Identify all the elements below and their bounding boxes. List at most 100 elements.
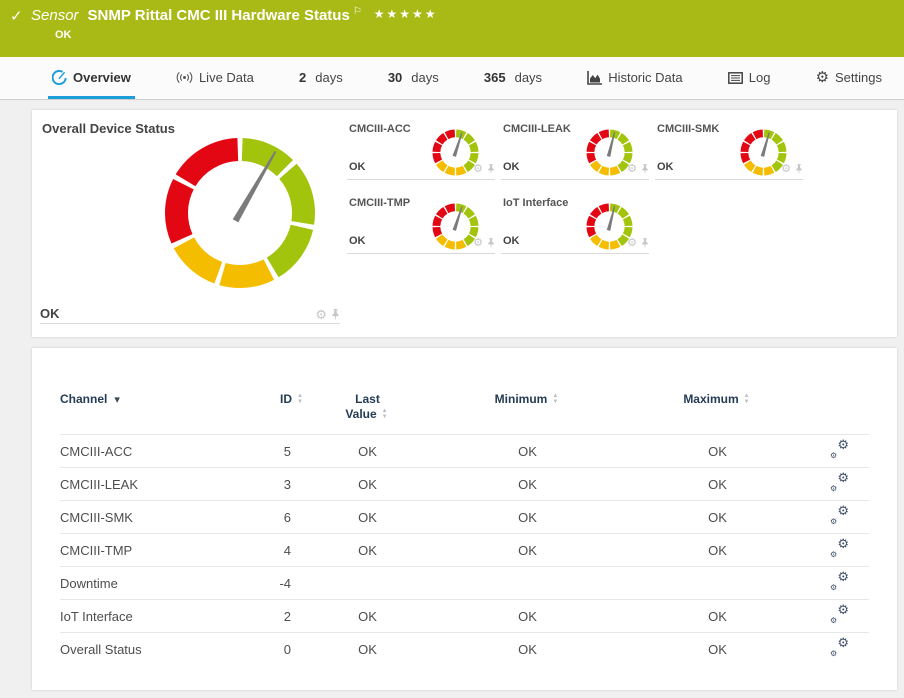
mini-gauge-title: IoT Interface (503, 197, 569, 209)
channel-name: CMCIII-TMP (60, 533, 230, 567)
table-row: Downtime -4 ⚙ ⚙ (60, 566, 869, 600)
settings-gear-icon: ⚙ (815, 69, 830, 86)
gauge-settings-gear-icon[interactable]: ⚙ (473, 163, 483, 175)
status-check-icon: ✓ (10, 8, 23, 25)
channel-maximum: OK (625, 599, 810, 633)
tab-30-days[interactable]: 30 days (387, 70, 439, 85)
column-header-minimum[interactable]: Minimum (430, 348, 625, 435)
priority-stars[interactable]: ★★★★★ (373, 7, 438, 21)
channel-minimum: OK (430, 434, 625, 468)
column-header-last-value[interactable]: Last Value (305, 348, 430, 435)
channel-gauge (586, 129, 633, 176)
sensor-header: ✓ Sensor SNMP Rittal CMC III Hardware Sta… (0, 0, 904, 57)
channel-settings-gears-icon[interactable]: ⚙ ⚙ (830, 437, 849, 460)
channel-settings-gears-icon[interactable]: ⚙ ⚙ (830, 569, 849, 592)
channel-minimum: OK (430, 632, 625, 666)
channel-minimum: OK (430, 467, 625, 501)
channel-settings-gears-icon[interactable]: ⚙ ⚙ (830, 635, 849, 659)
channel-settings-gears-icon[interactable]: ⚙ ⚙ (830, 470, 849, 493)
mini-gauge-panel-cmciii-leak: CMCIII-LEAK OK ⚙ (501, 118, 649, 180)
sort-icon (744, 393, 752, 405)
pin-icon[interactable] (641, 164, 649, 175)
page-content: Overall Device Status OK ⚙ CMCIII-ACC OK… (0, 100, 904, 690)
channel-maximum: OK (625, 632, 810, 666)
mini-gauge-status: OK (657, 161, 674, 173)
gauge-settings-gear-icon[interactable]: ⚙ (315, 307, 327, 322)
mini-gauge-status: OK (503, 235, 520, 247)
sensor-status-badge: OK (55, 29, 72, 41)
channel-last-value: OK (305, 599, 430, 633)
overall-status-gauge (163, 136, 317, 290)
channel-minimum (430, 566, 625, 600)
pin-icon[interactable] (487, 164, 495, 175)
channel-maximum: OK (625, 500, 810, 534)
tab-historic-data[interactable]: Historic Data (583, 57, 686, 99)
pin-icon[interactable] (331, 308, 340, 321)
channel-id: 5 (230, 434, 305, 468)
pin-icon[interactable] (641, 238, 649, 249)
column-header-id[interactable]: ID (230, 348, 305, 435)
channel-minimum: OK (430, 500, 625, 534)
overview-gauges-panel: Overall Device Status OK ⚙ CMCIII-ACC OK… (32, 110, 897, 337)
channel-last-value: OK (305, 632, 430, 666)
gauge-settings-gear-icon[interactable]: ⚙ (781, 163, 791, 175)
main-gauge-title: Overall Device Status (42, 121, 175, 136)
channel-name: Overall Status (60, 632, 230, 666)
channel-id: -4 (230, 566, 305, 600)
channel-name: IoT Interface (60, 599, 230, 633)
channel-settings-gears-icon[interactable]: ⚙ ⚙ (830, 503, 849, 526)
mini-gauge-title: CMCIII-SMK (657, 123, 720, 135)
table-row: CMCIII-LEAK 3 OK OK OK ⚙ ⚙ (60, 467, 869, 501)
channel-name: CMCIII-LEAK (60, 467, 230, 501)
channel-settings-gears-icon[interactable]: ⚙ ⚙ (830, 602, 849, 625)
gauge-settings-gear-icon[interactable]: ⚙ (627, 163, 637, 175)
channel-last-value: OK (305, 533, 430, 567)
tab-365-days[interactable]: 365 days (483, 70, 543, 85)
sort-icon (382, 408, 390, 420)
sort-icon (552, 393, 560, 405)
tab-bar: Overview Live Data 2 days 30 days 365 da… (0, 57, 904, 100)
gauge-icon (52, 70, 67, 85)
channel-maximum: OK (625, 467, 810, 501)
mini-gauge-status: OK (349, 161, 366, 173)
sort-desc-icon (107, 392, 120, 406)
channel-settings-gears-icon[interactable]: ⚙ ⚙ (830, 536, 849, 559)
pin-icon[interactable] (487, 238, 495, 249)
tab-settings[interactable]: ⚙ Settings (815, 69, 882, 86)
table-row: CMCIII-TMP 4 OK OK OK ⚙ ⚙ (60, 533, 869, 567)
channel-maximum (625, 566, 810, 600)
table-row: Overall Status 0 OK OK OK ⚙ ⚙ (60, 632, 869, 666)
sort-icon (297, 393, 305, 405)
table-row: IoT Interface 2 OK OK OK ⚙ ⚙ (60, 599, 869, 633)
channel-gauge (432, 203, 479, 250)
column-header-actions (810, 348, 869, 435)
channel-name: Downtime (60, 566, 230, 600)
tab-log[interactable]: Log (724, 57, 775, 99)
channel-maximum: OK (625, 533, 810, 567)
column-header-channel[interactable]: Channel (60, 348, 230, 435)
channel-last-value: OK (305, 467, 430, 501)
channel-minimum: OK (430, 533, 625, 567)
mini-gauge-status: OK (349, 235, 366, 247)
mini-gauge-status: OK (503, 161, 520, 173)
channels-table: Channel ID Last Value Minimum Maximum CM… (60, 348, 869, 666)
column-header-maximum[interactable]: Maximum (625, 348, 810, 435)
tab-live-data[interactable]: Live Data (172, 57, 258, 99)
tab-2-days[interactable]: 2 days (299, 70, 343, 85)
tab-overview[interactable]: Overview (48, 57, 135, 99)
main-gauge-footer: OK ⚙ (40, 300, 340, 324)
table-row: CMCIII-ACC 5 OK OK OK ⚙ ⚙ (60, 434, 869, 468)
channel-id: 3 (230, 467, 305, 501)
main-gauge-status: OK (40, 306, 60, 321)
pin-icon[interactable] (795, 164, 803, 175)
flag-icon[interactable]: ⚐ (352, 6, 362, 17)
channel-last-value: OK (305, 500, 430, 534)
object-kind-label: Sensor (31, 7, 79, 24)
area-chart-icon (587, 70, 603, 85)
channel-gauge (586, 203, 633, 250)
gauge-settings-gear-icon[interactable]: ⚙ (473, 237, 483, 249)
channel-gauge (432, 129, 479, 176)
channel-name: CMCIII-SMK (60, 500, 230, 534)
channel-last-value (305, 566, 430, 600)
gauge-settings-gear-icon[interactable]: ⚙ (627, 237, 637, 249)
